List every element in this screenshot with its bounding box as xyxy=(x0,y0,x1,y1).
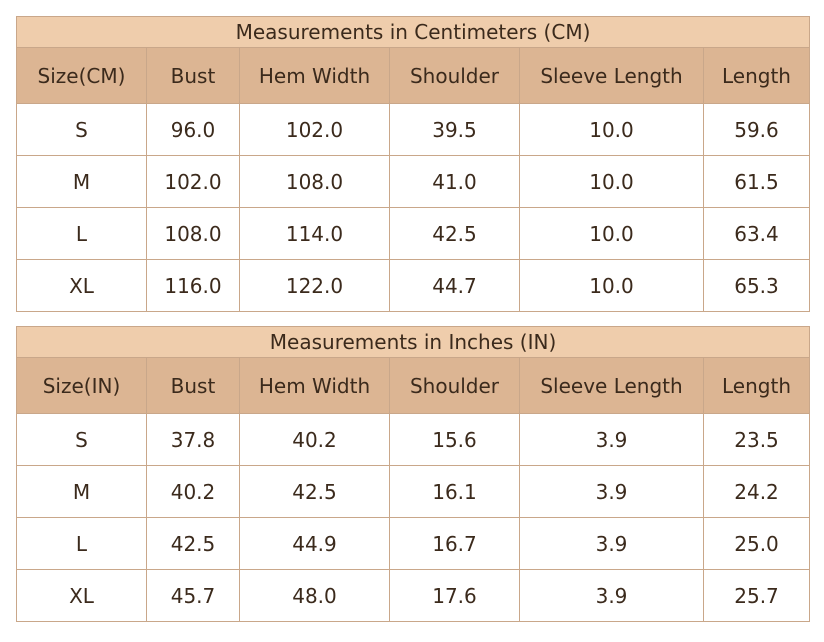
table-cell: 59.6 xyxy=(703,103,810,156)
table-cell: 40.2 xyxy=(239,413,390,466)
table-cell: 102.0 xyxy=(239,103,390,156)
table-cell: 16.7 xyxy=(389,517,520,570)
table-cell: 3.9 xyxy=(519,517,704,570)
table-cell: L xyxy=(16,207,147,260)
table-cell: 44.9 xyxy=(239,517,390,570)
data-row: XL 45.7 48.0 17.6 3.9 25.7 xyxy=(16,569,811,622)
table-cell: S xyxy=(16,413,147,466)
title-row: Measurements in Inches (IN) xyxy=(15,326,811,358)
table-cell: 39.5 xyxy=(389,103,520,156)
table-cell: XL xyxy=(16,569,147,622)
column-header: Hem Width xyxy=(239,357,390,414)
table-cell: 3.9 xyxy=(519,569,704,622)
table-cell: 42.5 xyxy=(389,207,520,260)
data-row: M 40.2 42.5 16.1 3.9 24.2 xyxy=(16,465,811,518)
column-header: Bust xyxy=(146,47,240,104)
table-cell: 96.0 xyxy=(146,103,240,156)
table-cell: 116.0 xyxy=(146,259,240,312)
data-row: S 37.8 40.2 15.6 3.9 23.5 xyxy=(16,413,811,466)
table-cell: 108.0 xyxy=(239,155,390,208)
table-cell: 10.0 xyxy=(519,155,704,208)
table-cell: 102.0 xyxy=(146,155,240,208)
table-cell: 45.7 xyxy=(146,569,240,622)
table-cell: 3.9 xyxy=(519,465,704,518)
column-header: Size(IN) xyxy=(16,357,147,414)
table-title: Measurements in Centimeters (CM) xyxy=(16,16,810,48)
table-cell: 37.8 xyxy=(146,413,240,466)
table-cell: 15.6 xyxy=(389,413,520,466)
size-table: Measurements in Inches (IN) Size(IN) Bust H… xyxy=(15,326,811,622)
table-cell: 42.5 xyxy=(146,517,240,570)
table-cell: 23.5 xyxy=(702,413,811,466)
table-cell: 122.0 xyxy=(239,259,390,312)
data-row: M 102.0 108.0 41.0 10.0 61.5 xyxy=(16,155,810,208)
column-header: Length xyxy=(703,47,810,104)
table-cell: 44.7 xyxy=(389,259,520,312)
size-table: Measurements in Centimeters (CM) Size(CM)… xyxy=(16,16,810,312)
table-title: Measurements in Inches (IN) xyxy=(15,326,811,358)
data-row: L 108.0 114.0 42.5 10.0 63.4 xyxy=(16,207,810,260)
table-cell: 65.3 xyxy=(703,259,810,312)
table-cell: M xyxy=(16,155,147,208)
column-header: Size(CM) xyxy=(16,47,147,104)
column-header: Shoulder xyxy=(389,357,520,414)
data-row: L 42.5 44.9 16.7 3.9 25.0 xyxy=(16,517,811,570)
column-header: Bust xyxy=(146,357,240,414)
table-cell: M xyxy=(16,465,147,518)
table-cell: 16.1 xyxy=(389,465,520,518)
table-cell: 10.0 xyxy=(519,259,704,312)
table-cell: 114.0 xyxy=(239,207,390,260)
table-cell: S xyxy=(16,103,147,156)
table-cell: 25.7 xyxy=(702,569,811,622)
table-cell: 10.0 xyxy=(519,207,704,260)
table-cell: 40.2 xyxy=(146,465,240,518)
table-cell: 42.5 xyxy=(239,465,390,518)
table-cell: 48.0 xyxy=(239,569,390,622)
title-row: Measurements in Centimeters (CM) xyxy=(16,16,810,48)
table-cell: 25.0 xyxy=(702,517,811,570)
table-cell: 41.0 xyxy=(389,155,520,208)
header-row: Size(IN) Bust Hem Width Shoulder Sleeve Leng… xyxy=(16,357,811,414)
column-header: Length xyxy=(702,357,811,414)
column-header: Sleeve Length xyxy=(519,47,704,104)
table-cell: 61.5 xyxy=(703,155,810,208)
header-row: Size(CM) Bust Hem Width Shoulder Sleeve Leng… xyxy=(16,47,810,104)
column-header: Hem Width xyxy=(239,47,390,104)
data-row: S 96.0 102.0 39.5 10.0 59.6 xyxy=(16,103,810,156)
column-header: Sleeve Length xyxy=(519,357,704,414)
table-cell: 63.4 xyxy=(703,207,810,260)
table-cell: 108.0 xyxy=(146,207,240,260)
table-cell: L xyxy=(16,517,147,570)
table-cell: XL xyxy=(16,259,147,312)
table-cell: 10.0 xyxy=(519,103,704,156)
table-cell: 3.9 xyxy=(519,413,704,466)
table-cell: 24.2 xyxy=(702,465,811,518)
column-header: Shoulder xyxy=(389,47,520,104)
data-row: XL 116.0 122.0 44.7 10.0 65.3 xyxy=(16,259,810,312)
table-cell: 17.6 xyxy=(389,569,520,622)
